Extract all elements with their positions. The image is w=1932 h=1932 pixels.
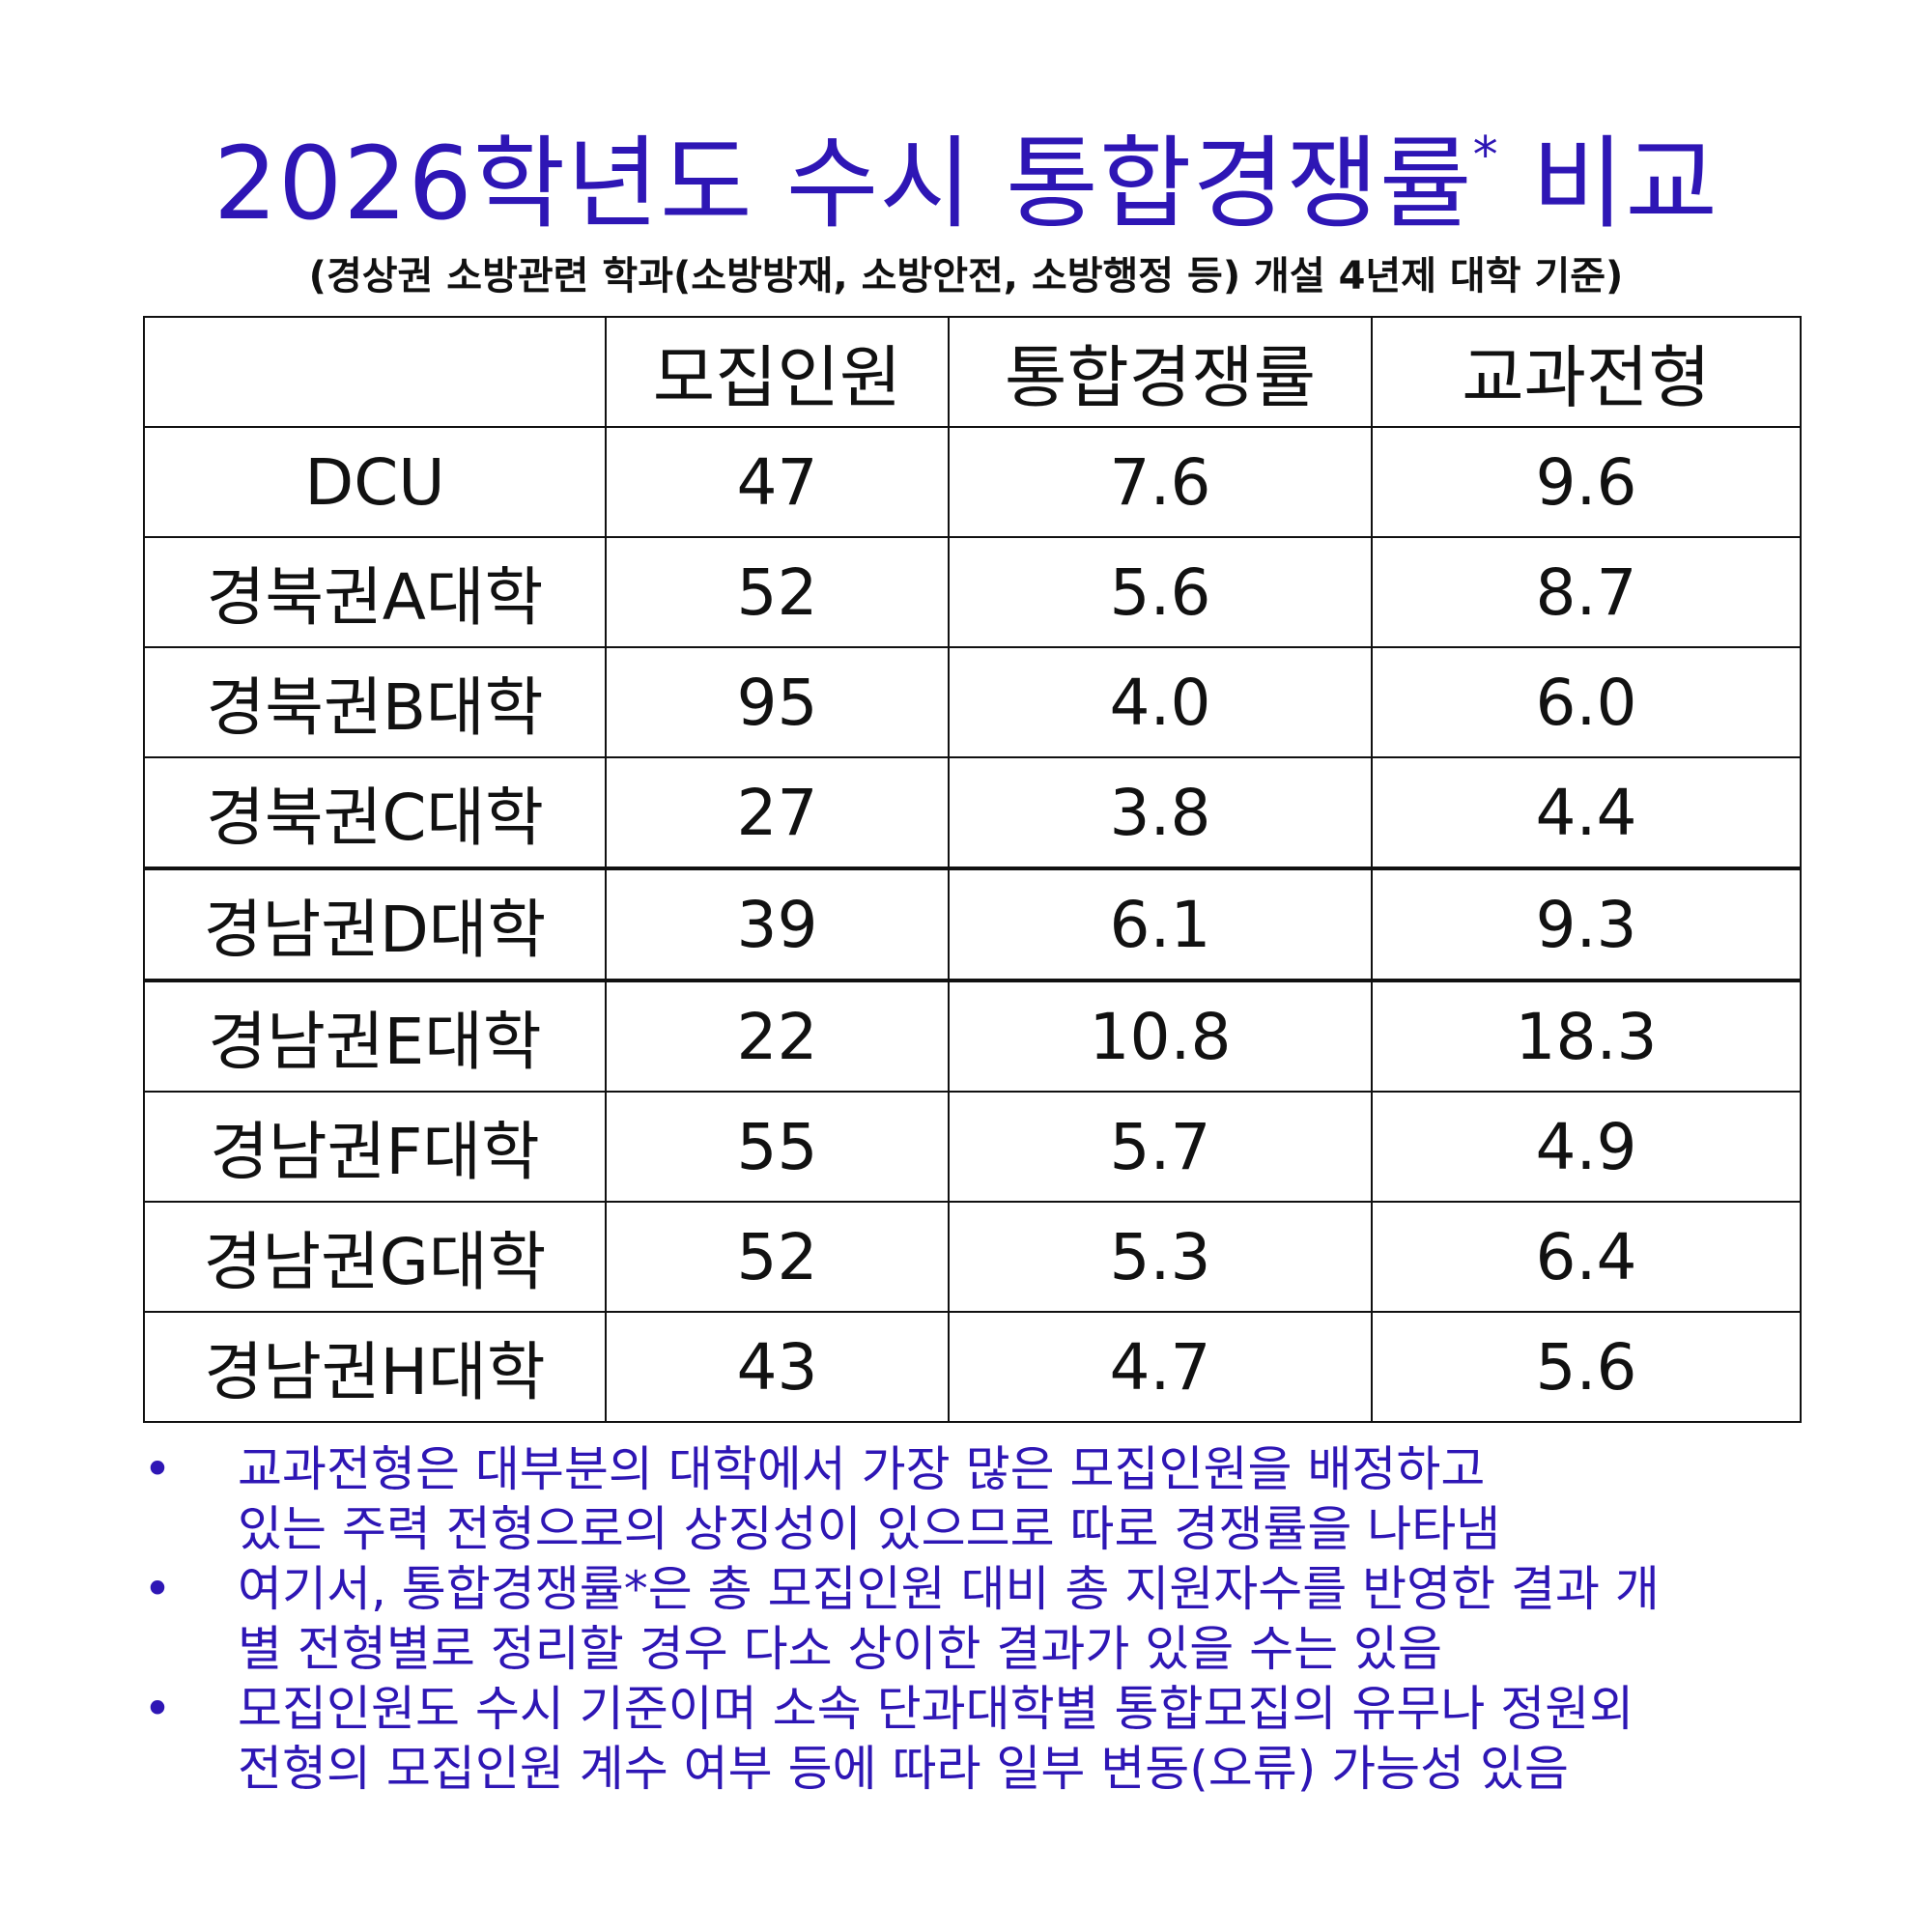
bullet-icon: • [143, 1441, 172, 1497]
note-item: • 교과전형은 대부분의 대학에서 가장 많은 모집인원을 배정하고 있는 주력… [143, 1439, 1785, 1559]
header-cell-total-rate: 통합경쟁률 [948, 316, 1373, 428]
title-asterisk: * [1472, 127, 1499, 185]
table-row: 경남권G대학 52 5.3 6.4 [143, 1201, 1802, 1313]
recruit-count-cell: 52 [605, 1201, 950, 1313]
note-line: 여기서, 통합경쟁률*은 총 모집인원 대비 총 지원자수를 반영한 결과 개 [238, 1561, 1660, 1617]
notes-list: • 교과전형은 대부분의 대학에서 가장 많은 모집인원을 배정하고 있는 주력… [143, 1439, 1785, 1799]
recruit-count-cell: 52 [605, 536, 950, 648]
page-title: 2026학년도 수시 통합경쟁률* 비교 [0, 121, 1932, 246]
table-row: 경남권H대학 43 4.7 5.6 [143, 1311, 1802, 1423]
table-row: DCU 47 7.6 9.6 [143, 426, 1802, 538]
table-row: 경북권B대학 95 4.0 6.0 [143, 646, 1802, 758]
note-line: 교과전형은 대부분의 대학에서 가장 많은 모집인원을 배정하고 [238, 1441, 1486, 1497]
title-end: 비교 [1531, 125, 1719, 242]
university-name-cell: 경북권B대학 [143, 646, 607, 758]
university-name-cell: DCU [143, 426, 607, 538]
note-line: 전형의 모집인원 계수 여부 등에 따라 일부 변동(오류) 가능성 있음 [238, 1741, 1570, 1797]
subject-rate-cell: 4.9 [1371, 1091, 1802, 1203]
subject-rate-cell: 8.7 [1371, 536, 1802, 648]
note-line: 별 전형별로 정리할 경우 다소 상이한 결과가 있을 수는 있음 [238, 1621, 1443, 1677]
note-line: 모집인원도 수시 기준이며 소속 단과대학별 통합모집의 유무나 정원외 [238, 1681, 1634, 1737]
university-name-cell: 경남권F대학 [143, 1091, 607, 1203]
total-rate-cell: 5.7 [948, 1091, 1373, 1203]
total-rate-cell: 5.3 [948, 1201, 1373, 1313]
recruit-count-cell: 47 [605, 426, 950, 538]
header-cell-subject-rate: 교과전형 [1371, 316, 1802, 428]
total-rate-cell: 7.6 [948, 426, 1373, 538]
header-cell-blank [143, 316, 607, 428]
recruit-count-cell: 39 [605, 867, 950, 981]
recruit-count-cell: 43 [605, 1311, 950, 1423]
table-row: 경남권F대학 55 5.7 4.9 [143, 1091, 1802, 1203]
page-subtitle: (경상권 소방관련 학과(소방방재, 소방안전, 소방행정 등) 개설 4년제 … [308, 254, 1624, 298]
university-name-cell: 경남권D대학 [143, 867, 607, 981]
table-row: 경북권C대학 27 3.8 4.4 [143, 756, 1802, 869]
table-row: 경남권E대학 22 10.8 18.3 [143, 979, 1802, 1093]
university-name-cell: 경북권C대학 [143, 756, 607, 869]
bullet-icon: • [143, 1561, 172, 1617]
university-name-cell: 경북권A대학 [143, 536, 607, 648]
subject-rate-cell: 18.3 [1371, 979, 1802, 1093]
total-rate-cell: 6.1 [948, 867, 1373, 981]
university-name-cell: 경남권E대학 [143, 979, 607, 1093]
total-rate-cell: 4.0 [948, 646, 1373, 758]
recruit-count-cell: 55 [605, 1091, 950, 1203]
table-row: 경북권A대학 52 5.6 8.7 [143, 536, 1802, 648]
total-rate-cell: 3.8 [948, 756, 1373, 869]
subject-rate-cell: 9.6 [1371, 426, 1802, 538]
note-item: • 여기서, 통합경쟁률*은 총 모집인원 대비 총 지원자수를 반영한 결과 … [143, 1559, 1785, 1679]
total-rate-cell: 10.8 [948, 979, 1373, 1093]
note-line: 있는 주력 전형으로의 상징성이 있으므로 따로 경쟁률을 나타냄 [238, 1501, 1501, 1557]
subject-rate-cell: 9.3 [1371, 867, 1802, 981]
subject-rate-cell: 6.0 [1371, 646, 1802, 758]
university-name-cell: 경남권H대학 [143, 1311, 607, 1423]
subject-rate-cell: 5.6 [1371, 1311, 1802, 1423]
header-cell-recruit: 모집인원 [605, 316, 950, 428]
total-rate-cell: 4.7 [948, 1311, 1373, 1423]
table-header-row: 모집인원 통합경쟁률 교과전형 [143, 316, 1802, 428]
university-name-cell: 경남권G대학 [143, 1201, 607, 1313]
recruit-count-cell: 95 [605, 646, 950, 758]
table-row: 경남권D대학 39 6.1 9.3 [143, 867, 1802, 981]
total-rate-cell: 5.6 [948, 536, 1373, 648]
recruit-count-cell: 22 [605, 979, 950, 1093]
comparison-table: 모집인원 통합경쟁률 교과전형 DCU 47 7.6 9.6 경북권A대학 52… [143, 316, 1802, 1423]
note-item: • 모집인원도 수시 기준이며 소속 단과대학별 통합모집의 유무나 정원외 전… [143, 1679, 1785, 1799]
recruit-count-cell: 27 [605, 756, 950, 869]
title-main: 2026학년도 수시 통합경쟁률 [213, 125, 1473, 242]
subject-rate-cell: 4.4 [1371, 756, 1802, 869]
bullet-icon: • [143, 1681, 172, 1737]
subject-rate-cell: 6.4 [1371, 1201, 1802, 1313]
